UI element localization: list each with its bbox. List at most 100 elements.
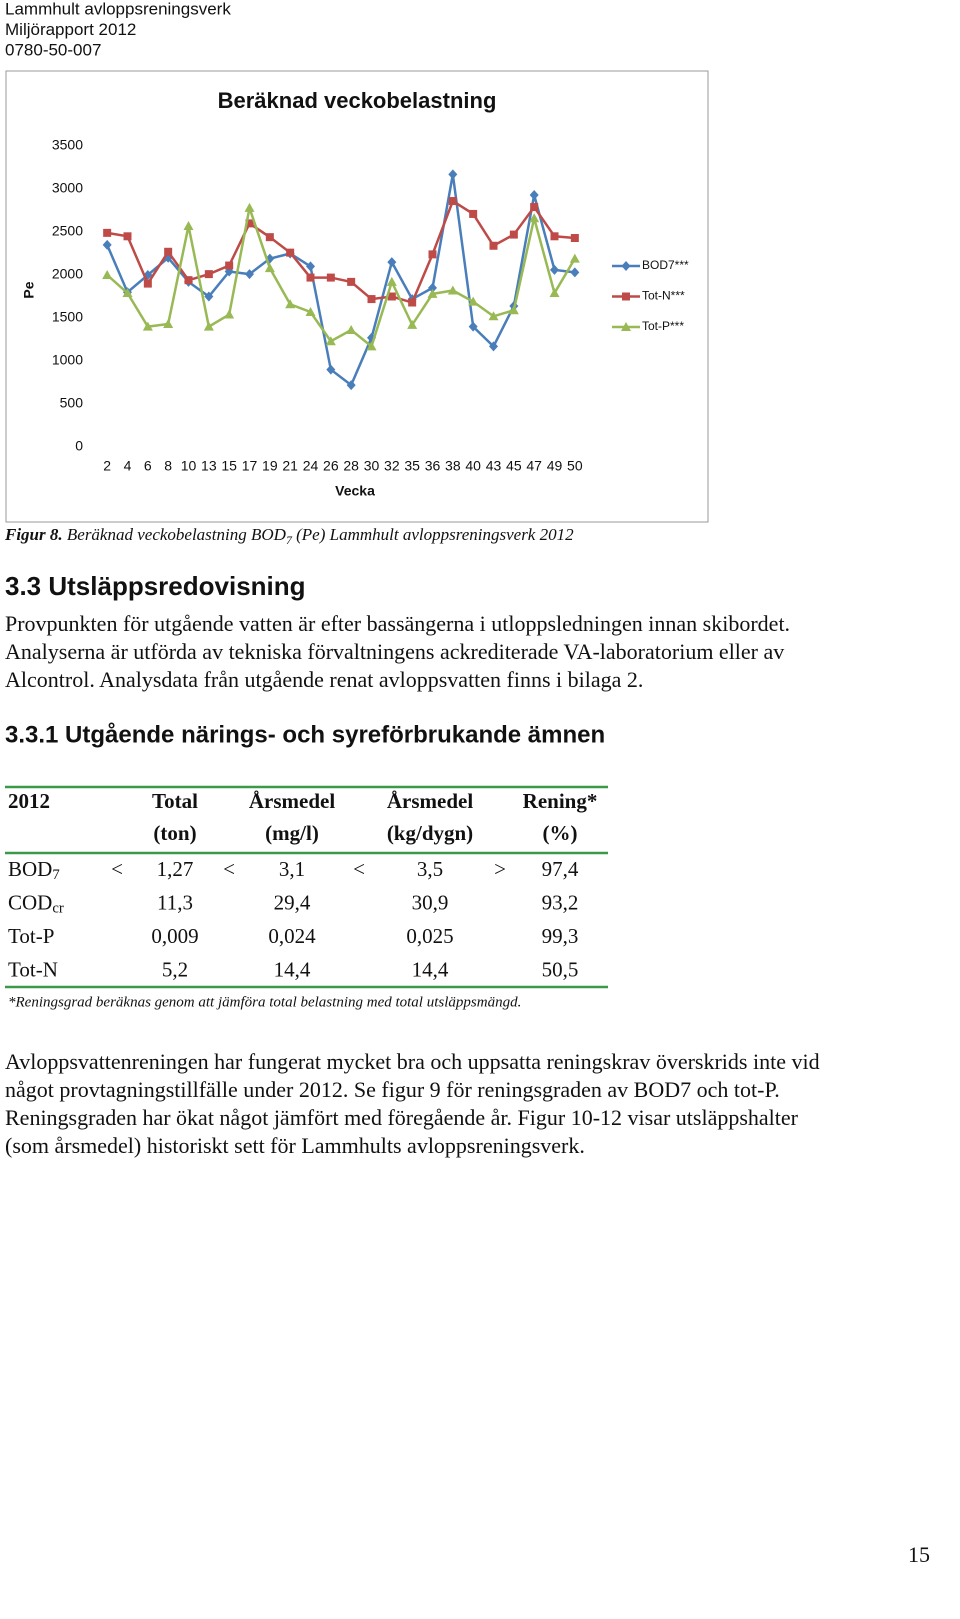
point [570,267,580,278]
x-tick-label: 6 [144,458,152,474]
paragraph-line: Avloppsvattenreningen har fungerat mycke… [5,1049,820,1074]
text-part: cr [52,901,64,917]
table-header: Rening* [523,789,598,813]
paragraph-line: något provtagningstillfälle under 2012. … [5,1077,780,1102]
y-tick-label: 3000 [52,180,83,196]
table-header: Total [152,789,198,813]
table-cell: 97,4 [542,857,579,881]
x-tick-label: 50 [567,458,583,474]
table-unit: (ton) [153,821,196,845]
y-tick-label: 3500 [52,137,83,153]
x-tick-label: 26 [323,458,339,474]
table-row-label: Tot-P [8,924,54,948]
text-part: Beräknad veckobelastning BOD [63,525,287,544]
point [367,295,376,304]
table-cell: 11,3 [157,890,193,914]
point [407,319,418,329]
table-sign: < [111,857,123,881]
table-row-label: CODcr [8,890,64,917]
x-tick-label: 43 [486,458,502,474]
table-unit: (mg/l) [265,821,319,845]
point [224,309,235,319]
point [305,306,316,316]
point [204,270,213,279]
legend-label: Tot-P*** [642,319,684,333]
table-row-label: BOD7 [8,857,60,884]
x-tick-label: 21 [282,458,298,474]
point [306,261,315,272]
subsection-heading: 3.3.1 Utgående närings- och syreförbruka… [5,721,605,748]
x-tick-label: 36 [425,458,441,474]
table-cell: 5,2 [162,957,188,981]
x-tick-label: 13 [201,458,217,474]
point [550,232,559,241]
point [164,247,173,256]
section-heading: 3.3 Utsläppsredovisning [5,571,306,601]
point [204,291,214,302]
legend-marker [621,261,631,271]
x-tick-label: 17 [242,458,258,474]
x-tick-label: 15 [221,458,237,474]
point [529,213,540,223]
point [569,253,580,263]
chart-frame [5,70,709,523]
table-sign: < [353,857,365,881]
point [387,292,396,301]
point [183,220,194,230]
x-tick-label: 4 [124,458,132,474]
table-cell: 93,2 [542,890,579,914]
page-number: 15 [908,1542,930,1567]
point [306,273,315,282]
x-tick-label: 32 [384,458,400,474]
point [264,263,275,273]
point [489,341,498,352]
table-cell: 14,4 [274,957,311,981]
point [427,288,438,298]
paragraph-line: (som årsmedel) historiskt sett för Lammh… [5,1133,585,1158]
table-cell: 14,4 [412,957,449,981]
table-cell: 50,5 [542,957,579,981]
text-part: 7 [52,867,59,883]
table-header: Årsmedel [249,789,335,813]
table-unit: (%) [543,821,578,845]
point [163,319,174,329]
text-part: Figur 8. [4,525,63,544]
text-part: BOD [8,857,52,881]
header-line: Lammhult avloppsreningsverk [5,0,231,18]
point [347,277,356,286]
x-tick-label: 28 [343,458,359,474]
x-tick-label: 10 [181,458,197,474]
x-tick-label: 19 [262,458,278,474]
x-tick-label: 45 [506,458,522,474]
x-axis-label: Vecka [335,483,375,499]
y-tick-label: 2500 [52,223,83,239]
table-cell: 30,9 [412,890,449,914]
point [447,285,458,295]
point [468,321,478,332]
header-line: 0780-50-007 [5,40,101,59]
point [184,276,193,285]
legend-marker [622,292,630,301]
paragraph-line: Analyserna är utförda av tekniska förval… [5,639,784,664]
table-cell: 0,009 [151,924,198,948]
point [346,325,357,335]
text-part: COD [8,890,52,914]
point [489,241,498,250]
text-part: 7 [286,533,293,547]
point [122,288,133,298]
paragraph-line: Provpunkten för utgående vatten är efter… [5,611,790,636]
chart-title: Beräknad veckobelastning [218,88,497,113]
point [570,234,579,243]
y-tick-label: 1500 [52,309,83,325]
x-tick-label: 8 [164,458,172,474]
table-cell: 99,3 [542,924,579,948]
x-tick-label: 49 [547,458,563,474]
point [468,296,479,306]
figure-caption: Figur 8. Beräknad veckobelastning BOD7 (… [4,525,574,547]
table-header: 2012 [8,789,50,813]
point [143,279,152,288]
paragraph-line: Alcontrol. Analysdata från utgående rena… [5,667,643,692]
point [142,321,153,331]
x-tick-label: 30 [364,458,380,474]
